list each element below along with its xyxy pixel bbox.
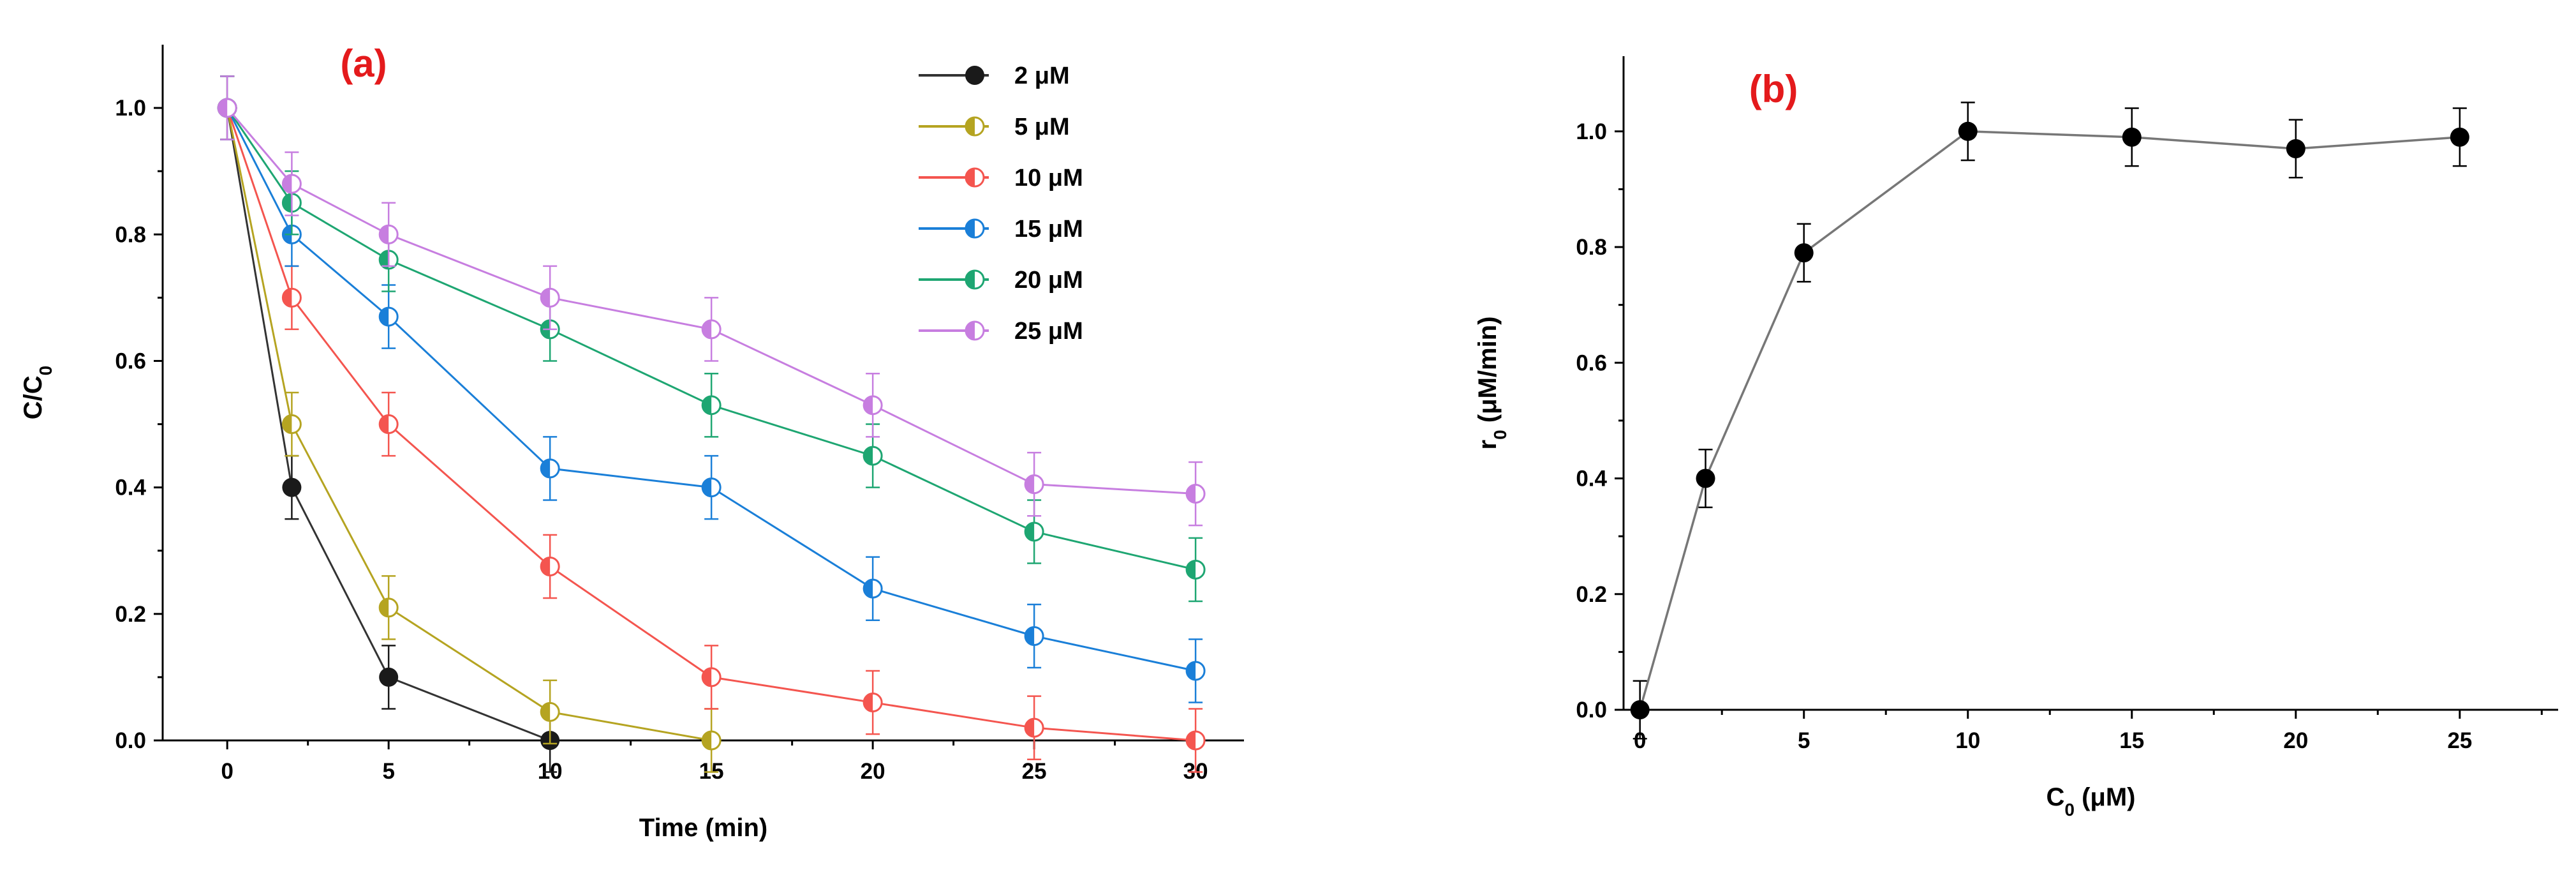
data-point	[282, 477, 302, 497]
legend-item: 5 μM	[919, 114, 1070, 140]
data-point	[540, 557, 560, 576]
data-point	[378, 597, 399, 618]
x-tick-label: 25	[2447, 728, 2472, 753]
data-point	[1630, 700, 1650, 719]
data-point	[540, 287, 560, 308]
legend-swatch-marker	[965, 320, 985, 341]
y-tick-label: 0.6	[115, 349, 146, 373]
legend-label: 5 μM	[1014, 114, 1070, 140]
panel-label: (b)	[1749, 68, 1798, 110]
data-point	[1185, 730, 1206, 751]
x-axis-title: Time (min)	[639, 814, 768, 842]
data-point	[1024, 626, 1044, 646]
legend-item: 15 μM	[919, 216, 1083, 243]
x-tick-label: 20	[2283, 728, 2308, 753]
data-point	[701, 395, 722, 416]
legend-item: 20 μM	[919, 267, 1083, 294]
data-point	[378, 224, 399, 244]
chart-panel-a: 0.00.20.40.60.81.0051015202530(a)Time (m…	[19, 42, 1244, 842]
legend-label: 10 μM	[1014, 165, 1083, 191]
data-point	[862, 446, 883, 466]
legend-swatch-marker	[965, 167, 985, 188]
series-line	[226, 107, 551, 742]
series-line	[226, 107, 1196, 495]
data-point	[701, 319, 722, 340]
data-point	[540, 458, 560, 479]
data-point	[217, 98, 237, 118]
y-tick-label: 0.0	[115, 728, 146, 753]
series-line	[1639, 130, 2460, 710]
data-point	[1024, 717, 1044, 738]
y-tick-label: 0.8	[115, 222, 146, 247]
data-point	[862, 395, 883, 416]
data-point	[701, 730, 722, 751]
data-point	[701, 477, 722, 498]
data-point	[281, 414, 302, 435]
data-point	[1794, 243, 1814, 263]
legend-label: 25 μM	[1014, 318, 1083, 345]
y-tick-label: 0.8	[1576, 235, 1607, 260]
data-point	[1024, 474, 1044, 495]
series-line	[226, 107, 1196, 742]
series-line	[226, 107, 1196, 571]
legend-swatch-marker	[965, 66, 984, 85]
data-point	[281, 174, 302, 194]
series-3	[217, 75, 1206, 703]
series-line	[226, 107, 1196, 672]
y-tick-label: 1.0	[115, 96, 146, 121]
legend-label: 20 μM	[1014, 267, 1083, 294]
legend-swatch-marker	[965, 116, 985, 137]
data-point	[2286, 139, 2306, 158]
x-tick-label: 25	[1022, 759, 1047, 784]
legend-item: 25 μM	[919, 318, 1083, 345]
series-0	[1630, 101, 2469, 740]
legend-item: 2 μM	[919, 63, 1070, 89]
data-point	[1185, 484, 1206, 504]
data-point	[1024, 521, 1044, 542]
x-tick-label: 5	[1798, 728, 1810, 753]
data-point	[1958, 121, 1978, 141]
chart-panel-b: 0.0 0.2 0.4 0.6 0.8 1.0 0 5 10 15 20 25 (b) C0 (μM) r0…	[1474, 56, 2558, 820]
legend-item: 10 μM	[919, 165, 1083, 191]
x-tick-label: 20	[861, 759, 885, 784]
series-5	[217, 75, 1206, 527]
data-point	[1696, 469, 1715, 488]
panel-label: (a)	[340, 42, 387, 85]
y-tick-label: 0.0	[1576, 698, 1607, 723]
y-axis-title: C/C0	[19, 366, 56, 419]
data-point	[862, 693, 883, 713]
legend-label: 2 μM	[1014, 63, 1070, 89]
x-tick-label: 0	[221, 759, 233, 784]
x-tick-label: 5	[382, 759, 394, 784]
data-point	[1185, 661, 1206, 681]
data-point	[540, 701, 560, 722]
y-tick-label: 0.4	[1576, 467, 1607, 491]
legend-label: 15 μM	[1014, 216, 1083, 243]
x-axis-title: C0 (μM)	[2046, 783, 2135, 820]
legend-swatch-marker	[965, 218, 985, 239]
data-point	[701, 667, 722, 687]
y-tick-label: 1.0	[1576, 119, 1607, 144]
data-point	[862, 578, 883, 599]
x-tick-label: 15	[2119, 728, 2144, 753]
data-point	[1185, 559, 1206, 580]
data-point	[2450, 127, 2469, 147]
data-point	[378, 306, 399, 327]
y-tick-label: 0.4	[115, 476, 146, 500]
data-point	[281, 287, 302, 308]
y-tick-label: 0.6	[1576, 350, 1607, 375]
data-point	[2122, 127, 2142, 147]
y-tick-label: 0.2	[115, 602, 146, 627]
y-axis-title: r0 (μM/min)	[1474, 317, 1510, 450]
legend: 2 μM 5 μM 10 μM 15 μM 20 μM 25 μM	[919, 63, 1083, 345]
data-point	[379, 667, 399, 687]
x-tick-label: 10	[1955, 728, 1980, 753]
legend-swatch-marker	[965, 269, 985, 290]
data-point	[378, 414, 399, 435]
x-tick-label: 0	[1634, 728, 1646, 753]
y-tick-label: 0.2	[1576, 582, 1607, 607]
